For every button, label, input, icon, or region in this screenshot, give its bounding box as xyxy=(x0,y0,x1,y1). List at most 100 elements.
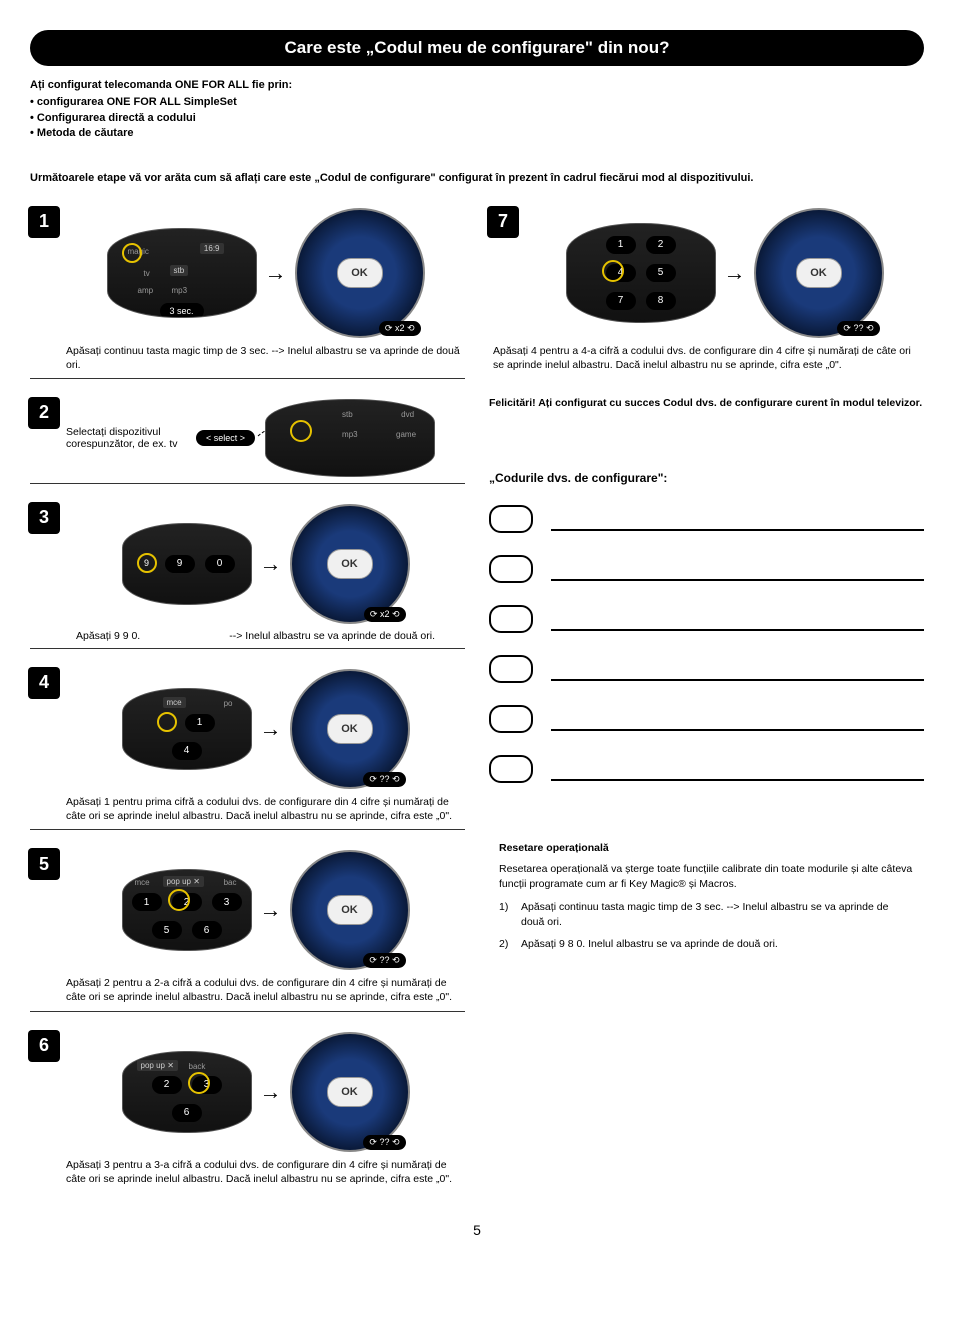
reset-title: Resetare operațională xyxy=(499,841,914,856)
key-2-6: 2 xyxy=(152,1076,182,1094)
step-6: 6 pop up ✕ back 2 3 xyxy=(30,1032,465,1198)
step-3-left-caption: Apăsați 9 9 0. xyxy=(76,630,140,642)
key-6-6: 6 xyxy=(172,1104,202,1122)
highlight-key-3 xyxy=(188,1072,210,1094)
highlight-magic xyxy=(122,243,142,263)
ring-diagram-6: OK ⟳ ?? ⟲ xyxy=(290,1032,410,1152)
step-1: 1 magic 16:9 tv stb amp mp3 3 sec. → xyxy=(30,208,465,389)
code-oval xyxy=(489,555,533,583)
step-3-right-caption: --> Inelul albastru se va aprinde de dou… xyxy=(229,630,435,642)
ring-badge-x2: ⟳ x2 ⟲ xyxy=(379,321,421,336)
code-oval xyxy=(489,505,533,533)
step-2: 2 Selectați dispozitivul corespunzător, … xyxy=(30,399,465,494)
remote-diagram-4: mce po 1 4 xyxy=(122,688,252,770)
intro-line1: Ați configurat telecomanda ONE FOR ALL f… xyxy=(30,78,924,93)
code-oval xyxy=(489,705,533,733)
arrow-icon: → xyxy=(260,716,282,742)
step-6-caption: Apăsați 3 pentru a 3-a cifră a codului d… xyxy=(66,1158,465,1186)
step-7-caption: Apăsați 4 pentru a 4-a cifră a codului d… xyxy=(493,344,924,372)
step-2-number: 2 xyxy=(28,397,60,429)
ok-button-label: OK xyxy=(327,549,373,579)
ring-badge-qq: ⟳ ?? ⟲ xyxy=(363,772,405,787)
reset-section: Resetare operațională Resetarea operațio… xyxy=(489,833,924,966)
code-underline xyxy=(551,707,924,731)
ok-button-label: OK xyxy=(796,258,842,288)
ok-button-label: OK xyxy=(337,258,383,288)
remote-diagram-7: 1 2 4 5 7 xyxy=(566,223,716,323)
highlight-tv xyxy=(290,420,312,442)
code-line xyxy=(489,555,924,583)
label-amp: amp xyxy=(138,286,154,295)
key-1-5: 1 xyxy=(132,893,162,911)
arrow-icon: → xyxy=(260,1079,282,1105)
code-underline xyxy=(551,507,924,531)
code-line xyxy=(489,705,924,733)
key-7-7: 7 xyxy=(606,292,636,310)
code-oval xyxy=(489,655,533,683)
ring-diagram-1: OK ⟳ x2 ⟲ xyxy=(295,208,425,338)
arrow-icon: → xyxy=(265,260,287,286)
remote-diagram-2: stb dvd mp3 game xyxy=(265,399,435,477)
ring-badge-qq: ⟳ ?? ⟲ xyxy=(363,1135,405,1150)
arrow-icon: → xyxy=(260,897,282,923)
reset-desc: Resetarea operațională va șterge toate f… xyxy=(499,862,914,892)
key-2-7: 2 xyxy=(646,236,676,254)
congrats-text: Felicitări! Ați configurat cu succes Cod… xyxy=(489,396,924,411)
label-bac-5: bac xyxy=(224,878,237,887)
intro-bullet-3: • Metoda de căutare xyxy=(30,126,924,141)
reset-item-1: 1) Apăsați continuu tasta magic timp de … xyxy=(499,900,914,930)
ring-diagram-5: OK ⟳ ?? ⟲ xyxy=(290,850,410,970)
key-9a: 9 xyxy=(137,553,157,573)
step-3: 3 9 9 0 → OK xyxy=(30,504,465,659)
step-5-caption: Apăsați 2 pentru a 2-a cifră a codului d… xyxy=(66,976,465,1004)
label-mp3: mp3 xyxy=(172,286,188,295)
key-0: 0 xyxy=(205,555,235,573)
code-underline xyxy=(551,607,924,631)
code-lines-container xyxy=(489,505,924,783)
page-number: 5 xyxy=(30,1222,924,1238)
left-column: 1 magic 16:9 tv stb amp mp3 3 sec. → xyxy=(30,208,465,1208)
ring-diagram-4: OK ⟳ ?? ⟲ xyxy=(290,669,410,789)
key-1: 1 xyxy=(185,714,215,732)
ok-button-label: OK xyxy=(327,714,373,744)
ring-diagram-3: OK ⟳ x2 ⟲ xyxy=(290,504,410,624)
code-line xyxy=(489,605,924,633)
remote-diagram-5: mce pop up ✕ bac 1 2 3 xyxy=(122,869,252,951)
step-4: 4 mce po 1 4 → xyxy=(30,669,465,840)
step-7-number: 7 xyxy=(487,206,519,238)
label-popup-5: pop up ✕ xyxy=(163,876,204,887)
label-tv: tv xyxy=(144,269,150,278)
key-5-7: 5 xyxy=(646,264,676,282)
label-po: po xyxy=(224,699,233,708)
intro-bullet-2: • Configurarea directă a codului xyxy=(30,111,924,126)
key-3-5: 3 xyxy=(212,893,242,911)
step-3-number: 3 xyxy=(28,502,60,534)
key-1-7: 1 xyxy=(606,236,636,254)
ring-diagram-7: OK ⟳ ?? ⟲ xyxy=(754,208,884,338)
highlight-key-4 xyxy=(602,260,624,282)
arrow-icon: → xyxy=(260,551,282,577)
step-4-number: 4 xyxy=(28,667,60,699)
code-line xyxy=(489,655,924,683)
step-2-text: Selectați dispozitivul corespunzător, de… xyxy=(66,426,186,450)
remote-diagram-1: magic 16:9 tv stb amp mp3 3 sec. xyxy=(107,228,257,318)
step-1-caption: Apăsați continuu tasta magic timp de 3 s… xyxy=(66,344,465,372)
label-mce-5: mce xyxy=(135,878,150,887)
label-game-2: game xyxy=(396,430,416,439)
label-back-6: back xyxy=(189,1062,206,1071)
label-mp3-2: mp3 xyxy=(342,430,358,439)
reset-item-1-text: Apăsați continuu tasta magic timp de 3 s… xyxy=(521,900,914,930)
arrow-icon: → xyxy=(724,260,746,286)
code-underline xyxy=(551,657,924,681)
code-oval xyxy=(489,755,533,783)
reset-item-2: 2) Apăsați 9 8 0. Inelul albastru se va … xyxy=(499,937,914,952)
pill-select: < select > xyxy=(196,430,255,446)
key-8-7: 8 xyxy=(646,292,676,310)
step-5-number: 5 xyxy=(28,848,60,880)
key-9b: 9 xyxy=(165,555,195,573)
highlight-key-1 xyxy=(157,712,177,732)
label-169: 16:9 xyxy=(200,243,224,254)
right-column: 7 1 2 4 xyxy=(489,208,924,1208)
remote-diagram-3: 9 9 0 xyxy=(122,523,252,605)
key-6-5: 6 xyxy=(192,921,222,939)
